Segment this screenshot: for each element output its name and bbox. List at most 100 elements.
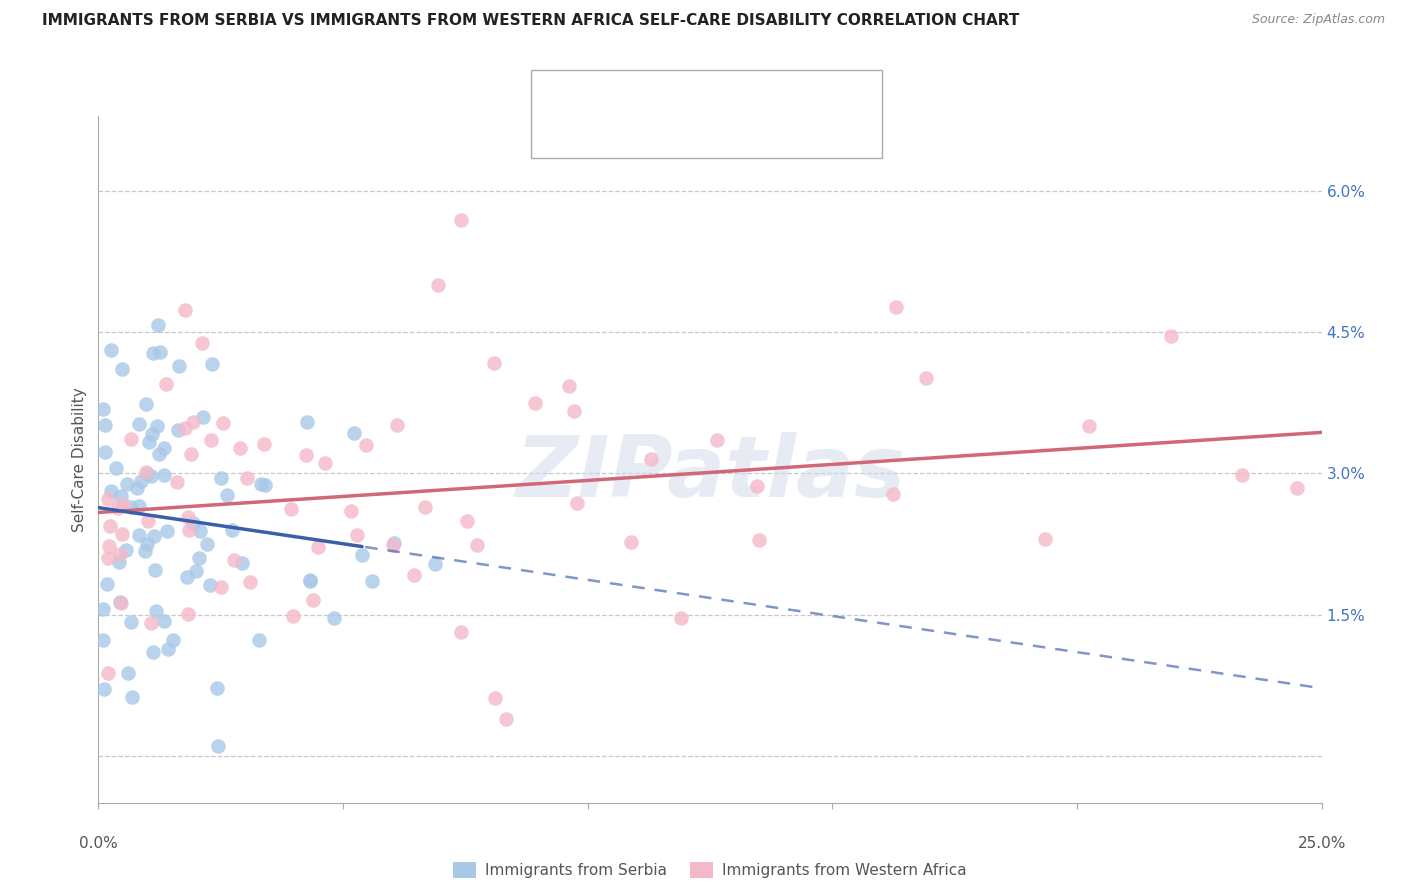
Text: 0.0%: 0.0%	[79, 836, 118, 851]
Point	[111, 362, 134, 376]
Point	[128, 500, 150, 514]
Point	[620, 535, 643, 549]
Point	[108, 595, 131, 609]
Point	[295, 448, 318, 462]
Point	[354, 438, 377, 452]
Point	[190, 336, 212, 351]
Point	[748, 533, 770, 547]
Point	[200, 433, 222, 447]
Point	[200, 577, 222, 591]
Point	[882, 486, 904, 500]
Point	[343, 425, 366, 440]
Point	[745, 479, 768, 493]
Text: R =: R =	[591, 124, 630, 142]
Point	[188, 524, 211, 538]
Point	[217, 488, 239, 502]
Point	[148, 447, 170, 461]
Point	[385, 418, 408, 433]
Point	[134, 544, 156, 558]
Text: 25.0%: 25.0%	[1298, 836, 1346, 851]
Text: Source: ZipAtlas.com: Source: ZipAtlas.com	[1251, 13, 1385, 27]
Point	[155, 524, 177, 539]
Point	[157, 641, 180, 656]
Point	[228, 441, 250, 455]
Point	[427, 277, 450, 292]
Point	[96, 576, 118, 591]
Point	[117, 666, 139, 681]
Point	[173, 421, 195, 435]
Point	[121, 690, 143, 704]
Text: 71: 71	[752, 124, 772, 142]
Point	[136, 515, 159, 529]
Point	[524, 396, 547, 410]
Point	[456, 515, 478, 529]
Point	[212, 416, 235, 430]
Point	[142, 345, 165, 359]
Point	[280, 501, 302, 516]
Point	[112, 498, 135, 512]
Point	[209, 471, 232, 485]
Point	[884, 300, 907, 314]
Point	[143, 563, 166, 577]
Text: ZIPatlas: ZIPatlas	[515, 432, 905, 515]
Point	[111, 526, 134, 541]
Point	[107, 500, 129, 515]
Point	[120, 615, 142, 629]
Point	[236, 471, 259, 485]
Point	[307, 540, 329, 554]
Point	[141, 645, 163, 659]
Point	[382, 536, 405, 550]
Point	[129, 475, 152, 489]
Point	[298, 573, 321, 587]
Point	[139, 615, 162, 630]
Point	[450, 212, 472, 227]
Point	[558, 379, 581, 393]
Point	[1077, 418, 1099, 433]
Point	[346, 528, 368, 542]
Point	[706, 433, 728, 447]
Point	[135, 397, 157, 411]
Point	[495, 712, 517, 726]
Point	[166, 423, 188, 437]
Point	[91, 632, 114, 647]
Point	[193, 409, 215, 424]
Point	[166, 475, 188, 490]
Point	[181, 516, 204, 530]
Point	[640, 452, 662, 467]
Point	[162, 632, 184, 647]
Point	[135, 467, 157, 481]
Point	[108, 547, 131, 561]
Point	[562, 403, 585, 417]
Point	[180, 447, 202, 461]
Point	[141, 468, 163, 483]
Point	[138, 435, 160, 450]
Point	[413, 500, 436, 515]
Point	[98, 519, 121, 533]
Point	[352, 548, 374, 562]
Text: IMMIGRANTS FROM SERBIA VS IMMIGRANTS FROM WESTERN AFRICA SELF-CARE DISABILITY CO: IMMIGRANTS FROM SERBIA VS IMMIGRANTS FRO…	[42, 13, 1019, 29]
Point	[145, 604, 167, 618]
Point	[120, 500, 142, 515]
Point	[149, 345, 172, 359]
Point	[239, 574, 262, 589]
Point	[177, 509, 200, 524]
Point	[91, 602, 114, 616]
Point	[173, 303, 195, 318]
Point	[231, 557, 253, 571]
Point	[450, 625, 472, 640]
Point	[1286, 481, 1309, 495]
Point	[94, 445, 117, 459]
Point	[153, 468, 176, 483]
Point	[224, 553, 246, 567]
Point	[484, 356, 506, 370]
Point	[143, 528, 166, 542]
Point	[110, 596, 132, 610]
Point	[97, 666, 120, 681]
Point	[100, 343, 122, 358]
Point	[207, 739, 229, 754]
Point	[135, 466, 157, 480]
Point	[299, 574, 322, 589]
Point	[465, 538, 488, 552]
Point	[141, 426, 163, 441]
Point	[91, 401, 114, 416]
